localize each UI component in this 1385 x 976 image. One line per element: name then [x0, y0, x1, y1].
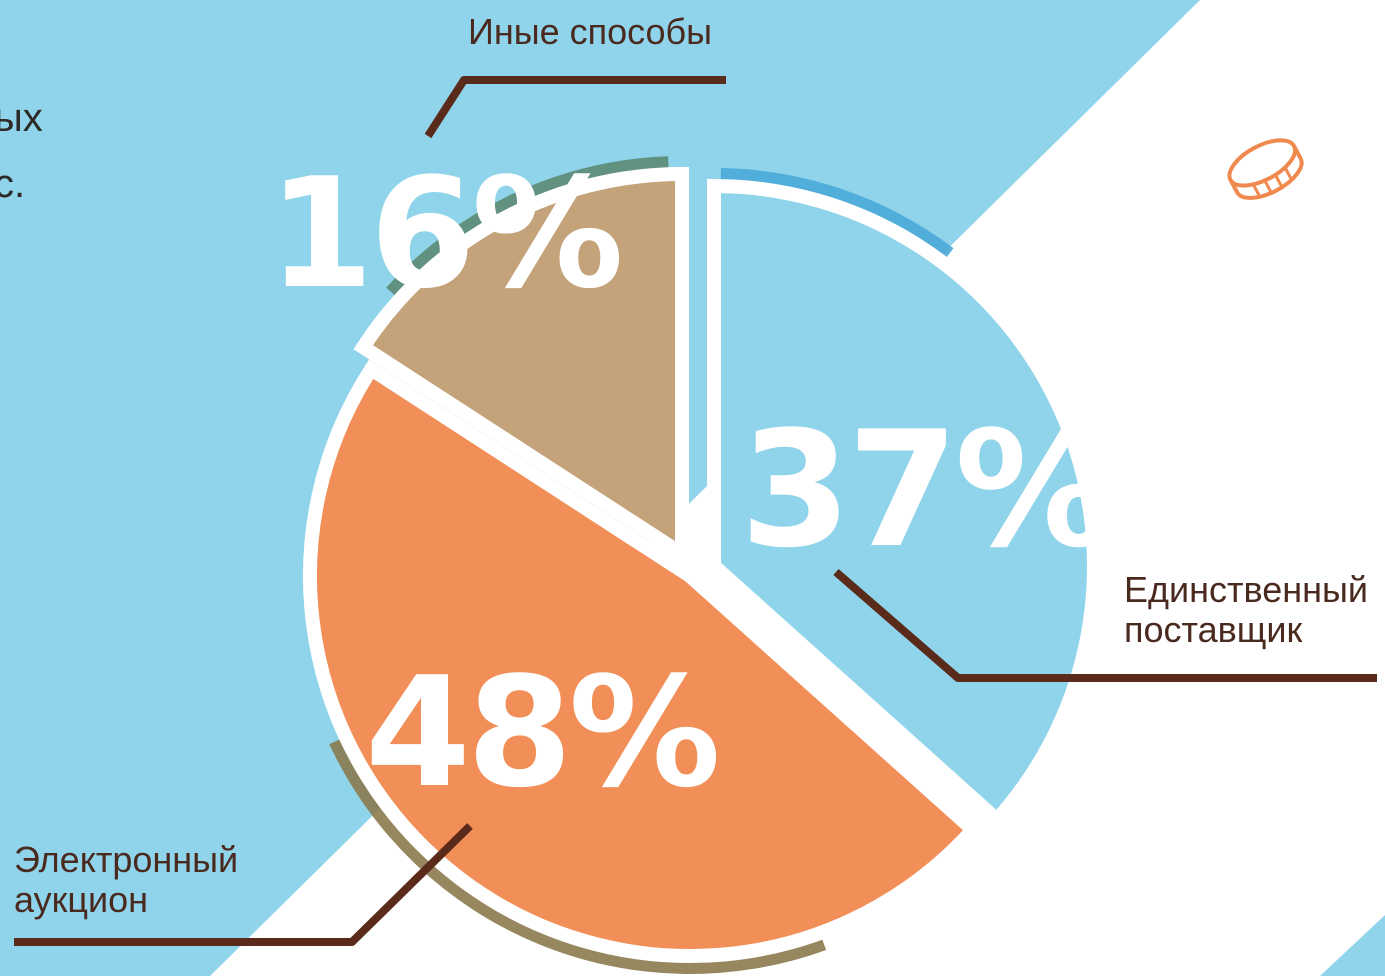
slice-value-0: 48% — [365, 644, 717, 821]
leader-line-0 — [14, 823, 473, 946]
slice-value-2: 16% — [268, 145, 620, 322]
background-blue-corner — [1320, 915, 1385, 976]
pie-slice-0 — [303, 359, 983, 963]
pie-slice-1 — [707, 178, 1101, 830]
coin-icon — [1227, 138, 1304, 200]
pie-slice-2 — [353, 166, 689, 567]
slice-value-1: 37% — [740, 396, 1111, 583]
slice-label-1-line-1: поставщик — [1124, 609, 1302, 650]
slice-label-2-line-0: Иные способы — [468, 11, 712, 52]
leader-line-1 — [833, 568, 1377, 682]
slice-label-1-line-0: Единственный — [1124, 569, 1368, 610]
slice-label-0-line-0: Электронный — [14, 839, 238, 880]
leader-line-2 — [424, 76, 726, 139]
slice-label-0-line-1: аукцион — [14, 879, 148, 920]
corner-text-line2: с. — [0, 162, 25, 206]
corner-text-line1: ых — [0, 96, 43, 140]
